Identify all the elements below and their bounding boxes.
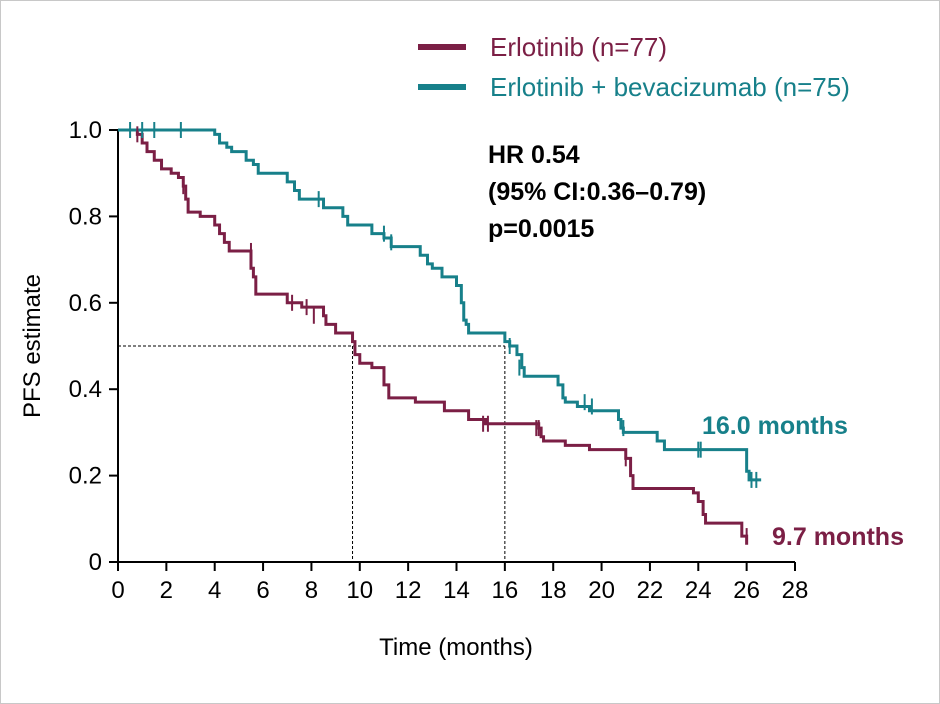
x-tick-label: 6 [256, 577, 269, 604]
censor-marks [129, 122, 758, 545]
x-tick-label: 14 [443, 577, 470, 604]
x-tick-label: 2 [160, 577, 173, 604]
survival-curve-combination [118, 128, 762, 482]
x-tick-label: 18 [540, 577, 567, 604]
y-tick-label: 0.4 [69, 376, 102, 403]
x-tick-label: 4 [208, 577, 221, 604]
y-tick-label: 0.6 [69, 290, 102, 317]
y-axis-title: PFS estimate [19, 274, 46, 418]
x-tick-label: 12 [395, 577, 422, 604]
legend-label-erlotinib-bevacizumab: Erlotinib + bevacizumab (n=75) [490, 72, 850, 102]
hr-annotation: HR 0.54 (95% CI:0.36–0.79) p=0.0015 [488, 141, 706, 243]
axes: 0 2 4 6 8 10 12 14 16 18 20 22 24 26 2800.20.40.60.81.… [69, 117, 809, 604]
median-lines [118, 345, 506, 562]
x-tick-label: 22 [637, 577, 664, 604]
y-tick-label: 0.2 [69, 463, 102, 490]
x-axis-title: Time (months) [379, 634, 533, 661]
x-tick-label: 8 [305, 577, 318, 604]
y-tick-label: 0.8 [69, 203, 102, 230]
median-label-combination: 16.0 months [702, 412, 848, 440]
y-tick-label: 1.0 [69, 117, 102, 144]
x-tick-label: 10 [346, 577, 373, 604]
x-tick-label: 0 [111, 577, 124, 604]
annotation-line-hr: HR 0.54 [488, 141, 580, 169]
median-label-erlotinib: 9.7 months [772, 523, 904, 551]
x-tick-label: 24 [685, 577, 712, 604]
annotation-line-ci: (95% CI:0.36–0.79) [488, 178, 706, 206]
y-tick-label: 0 [89, 549, 102, 576]
legend: Erlotinib (n=77) Erlotinib + bevacizumab… [418, 32, 850, 102]
x-tick-label: 28 [782, 577, 809, 604]
x-tick-label: 16 [492, 577, 519, 604]
legend-label-erlotinib: Erlotinib (n=77) [490, 32, 667, 62]
x-tick-label: 26 [733, 577, 760, 604]
x-tick-label: 20 [588, 577, 615, 604]
annotation-line-p: p=0.0015 [488, 215, 594, 243]
